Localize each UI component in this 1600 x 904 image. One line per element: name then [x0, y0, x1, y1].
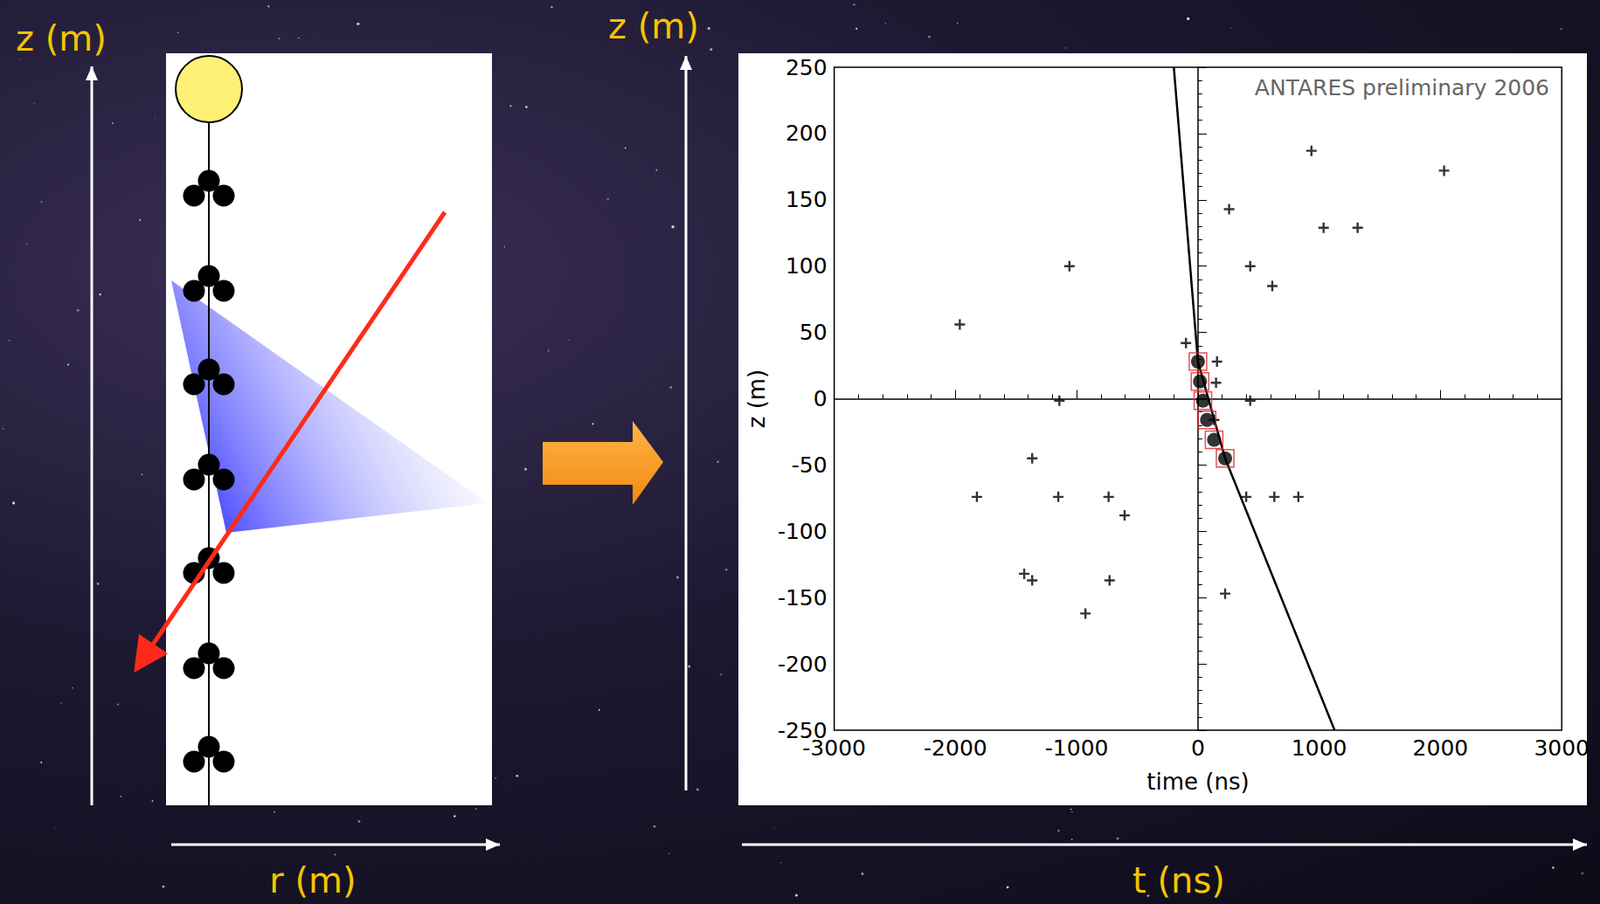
svg-text:2000: 2000: [1412, 735, 1469, 762]
svg-text:50: 50: [799, 319, 828, 346]
svg-text:3000: 3000: [1533, 735, 1590, 762]
svg-text:r (m): r (m): [269, 860, 356, 901]
svg-text:-250: -250: [777, 717, 828, 744]
svg-text:-200: -200: [777, 651, 828, 678]
svg-text:-2000: -2000: [923, 735, 988, 762]
svg-text:time (ns): time (ns): [1146, 768, 1249, 796]
svg-text:z (m): z (m): [743, 369, 770, 430]
svg-text:150: 150: [785, 187, 828, 213]
svg-text:-150: -150: [777, 585, 828, 611]
svg-text:z (m): z (m): [608, 6, 700, 47]
svg-text:200: 200: [785, 120, 828, 146]
svg-text:100: 100: [785, 253, 828, 279]
svg-text:ANTARES preliminary 2006: ANTARES preliminary 2006: [1254, 75, 1550, 101]
svg-text:z (m): z (m): [15, 18, 107, 59]
svg-text:250: 250: [785, 55, 828, 81]
svg-text:0: 0: [813, 386, 828, 412]
svg-text:-100: -100: [777, 519, 828, 545]
svg-text:t (ns): t (ns): [1132, 860, 1226, 901]
svg-text:-50: -50: [791, 452, 828, 478]
svg-text:1000: 1000: [1291, 735, 1348, 762]
svg-text:0: 0: [1191, 735, 1206, 762]
svg-text:-3000: -3000: [802, 735, 866, 762]
svg-text:-1000: -1000: [1045, 735, 1109, 762]
